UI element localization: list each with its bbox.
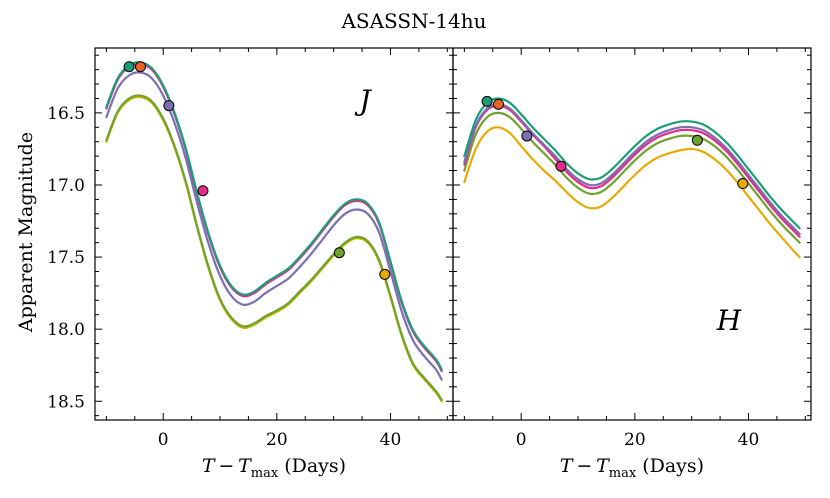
y-axis-label: Apparent Magnitude (15, 132, 37, 333)
series-line-H-0 (463, 126, 801, 259)
series-line-H-1 (463, 111, 801, 244)
y-tick-label: 18.0 (47, 320, 85, 340)
y-tick-label: 17.0 (47, 176, 85, 196)
x-axis-label: T − Tmax (Days) (202, 455, 346, 481)
x-tick-label: 0 (158, 430, 169, 450)
x-axis-label: T − Tmax (Days) (560, 455, 704, 481)
band-label: J (354, 84, 372, 117)
band-label: H (716, 304, 742, 337)
panel-J: 0 20 40 16.5 17.0 17.5 18.0 18.5 J T − Tmax (Days… (47, 47, 454, 481)
x-tick-label: 20 (624, 430, 646, 450)
panels: 0 20 40 16.5 17.0 17.5 18.0 18.5 J T − Tmax (Days… (47, 47, 812, 481)
data-point-H-0 (481, 95, 493, 107)
data-point-H-1 (492, 98, 504, 110)
y-tick-label: 18.5 (47, 392, 85, 412)
chart-title: ASASSN-14hu (340, 9, 486, 33)
data-point-H-5 (737, 178, 749, 190)
data-point-H-4 (691, 134, 703, 146)
data-point-H-2 (521, 130, 533, 142)
series-line-J-0 (105, 95, 443, 403)
series-line-H-3 (463, 103, 801, 236)
x-tick-label: 20 (266, 430, 288, 450)
data-point-J-5 (379, 268, 391, 280)
series-line-J-4 (105, 61, 443, 371)
data-point-J-2 (163, 100, 175, 112)
y-tick-label: 16.5 (47, 104, 85, 124)
series-line-H-4 (463, 97, 801, 230)
data-point-H-3 (555, 160, 567, 172)
y-tick-label: 17.5 (47, 248, 85, 268)
data-point-J-1 (134, 61, 146, 73)
data-point-J-4 (333, 247, 345, 259)
series-line-J-1 (105, 94, 443, 401)
series-group (463, 97, 801, 259)
data-point-J-0 (123, 61, 135, 73)
series-group (105, 61, 443, 403)
series-line-J-2 (105, 71, 443, 381)
plot-frame (452, 47, 812, 421)
data-point-J-3 (197, 185, 209, 197)
panel-H: 0 20 40 H T − Tmax (Days) (452, 47, 812, 481)
x-tick-label: 40 (738, 430, 760, 450)
x-tick-label: 0 (516, 430, 527, 450)
x-tick-label: 40 (380, 430, 402, 450)
plot-frame (94, 47, 454, 421)
